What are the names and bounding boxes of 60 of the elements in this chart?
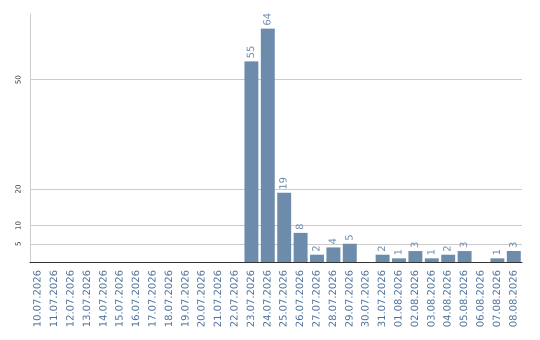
data-label: 2: [442, 245, 454, 252]
data-label: 5: [344, 234, 356, 241]
x-tick-label: 01.08.2026: [394, 270, 404, 328]
x-tick-label: 27.07.2026: [312, 270, 322, 328]
data-label: 4: [328, 238, 339, 244]
bar: [441, 254, 456, 262]
data-label: 1: [394, 248, 404, 256]
data-label: 2: [312, 245, 322, 252]
bar: [490, 258, 504, 262]
x-tick-label: 18.07.2026: [164, 270, 175, 328]
bar: [408, 251, 422, 262]
data-label: 3: [410, 242, 421, 248]
data-label: 1: [426, 248, 438, 256]
x-tick-label: 15.07.2026: [114, 270, 126, 328]
x-tick-label: 17.07.2026: [148, 270, 158, 328]
data-label: 19: [278, 176, 290, 190]
bar: [342, 244, 357, 262]
data-label: 1: [492, 248, 503, 256]
x-tick-label: 25.07.2026: [278, 270, 290, 328]
x-tick-label: 30.07.2026: [360, 270, 372, 328]
data-label: 3: [508, 242, 520, 248]
x-tick-label: 11.07.2026: [49, 270, 60, 328]
x-tick-label: 20.07.2026: [196, 270, 208, 328]
x-tick-label: 03.08.2026: [426, 270, 438, 328]
x-tick-label: 28.07.2026: [328, 270, 339, 328]
x-tick-label: 10.07.2026: [32, 270, 44, 328]
bar: [376, 254, 390, 262]
bar: [294, 232, 308, 262]
x-tick-label: 19.07.2026: [180, 270, 192, 328]
x-tick-label: 16.07.2026: [131, 270, 142, 328]
bar: [506, 251, 521, 262]
x-tick-label: 07.08.2026: [492, 270, 503, 328]
bar: [244, 61, 258, 262]
x-tick-label: 02.08.2026: [410, 270, 421, 328]
x-tick-label: 26.07.2026: [295, 270, 306, 328]
bar: [260, 28, 275, 262]
bar: [458, 251, 472, 262]
data-label: 3: [459, 242, 470, 248]
data-label: 2: [377, 245, 388, 252]
x-tick-label: 12.07.2026: [66, 270, 76, 328]
bar: [326, 247, 340, 262]
data-label: 8: [295, 223, 306, 230]
x-tick-label: 14.07.2026: [98, 270, 110, 328]
x-tick-label: 23.07.2026: [246, 270, 257, 328]
x-tick-label: 21.07.2026: [213, 270, 224, 328]
bar: [424, 258, 439, 262]
x-tick-label: 22.07.2026: [230, 270, 240, 328]
x-tick-label: 08.08.2026: [508, 270, 520, 328]
x-tick-label: 29.07.2026: [344, 270, 356, 328]
x-tick-label: 04.08.2026: [442, 270, 454, 328]
bar: [310, 254, 324, 262]
x-tick-label: 31.07.2026: [377, 270, 388, 328]
bar: [277, 192, 292, 262]
x-tick-label: 24.07.2026: [262, 270, 274, 328]
data-label: 55: [246, 46, 257, 58]
x-tick-label: 13.07.2026: [82, 270, 93, 328]
x-tick-label: 06.08.2026: [476, 270, 486, 328]
data-label: 64: [262, 12, 274, 26]
x-tick-label: 05.08.2026: [459, 270, 470, 328]
bar: [392, 258, 406, 262]
